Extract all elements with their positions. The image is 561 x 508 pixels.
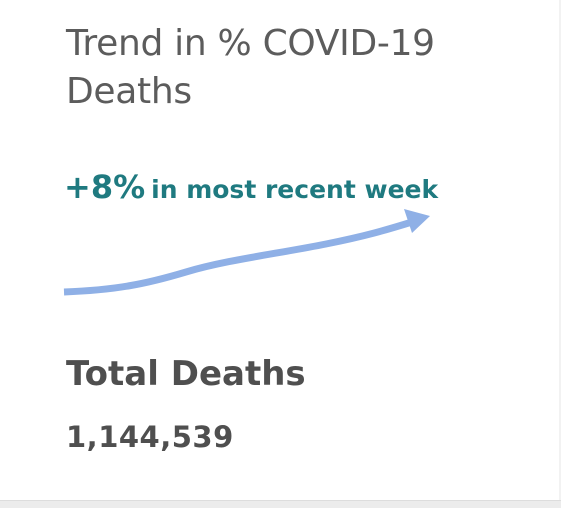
card-title: Trend in % COVID-19 Deaths <box>66 23 435 112</box>
trend-sparkline-path <box>63 218 414 296</box>
trend-summary: +8% in most recent week <box>64 168 438 206</box>
trend-arrow-icon <box>63 209 430 296</box>
total-deaths-value: 1,144,539 <box>66 420 234 454</box>
card-edge <box>559 0 561 500</box>
trend-percent: +8% <box>64 168 146 206</box>
bottom-divider <box>0 500 561 508</box>
trend-caption: in most recent week <box>151 175 439 204</box>
trend-arrowhead <box>404 209 430 233</box>
total-deaths-label: Total Deaths <box>66 354 306 394</box>
